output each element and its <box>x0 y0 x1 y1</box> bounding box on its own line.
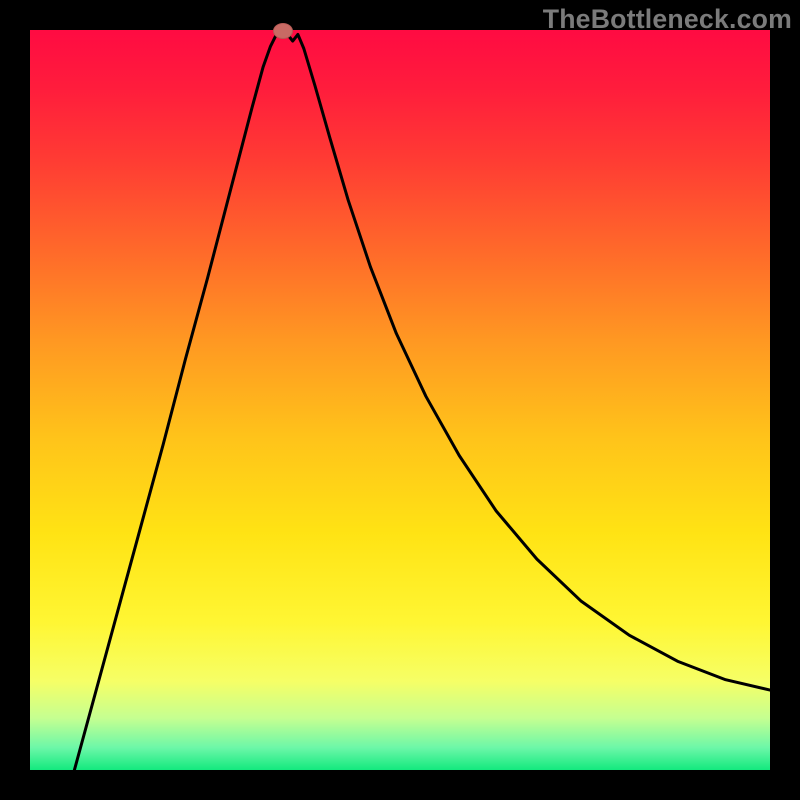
plot-area <box>30 30 770 770</box>
watermark-label: TheBottleneck.com <box>543 4 792 35</box>
optimum-marker <box>273 23 293 39</box>
chart-svg <box>30 30 770 770</box>
bottleneck-curve <box>74 30 770 770</box>
figure-root: TheBottleneck.com <box>0 0 800 800</box>
